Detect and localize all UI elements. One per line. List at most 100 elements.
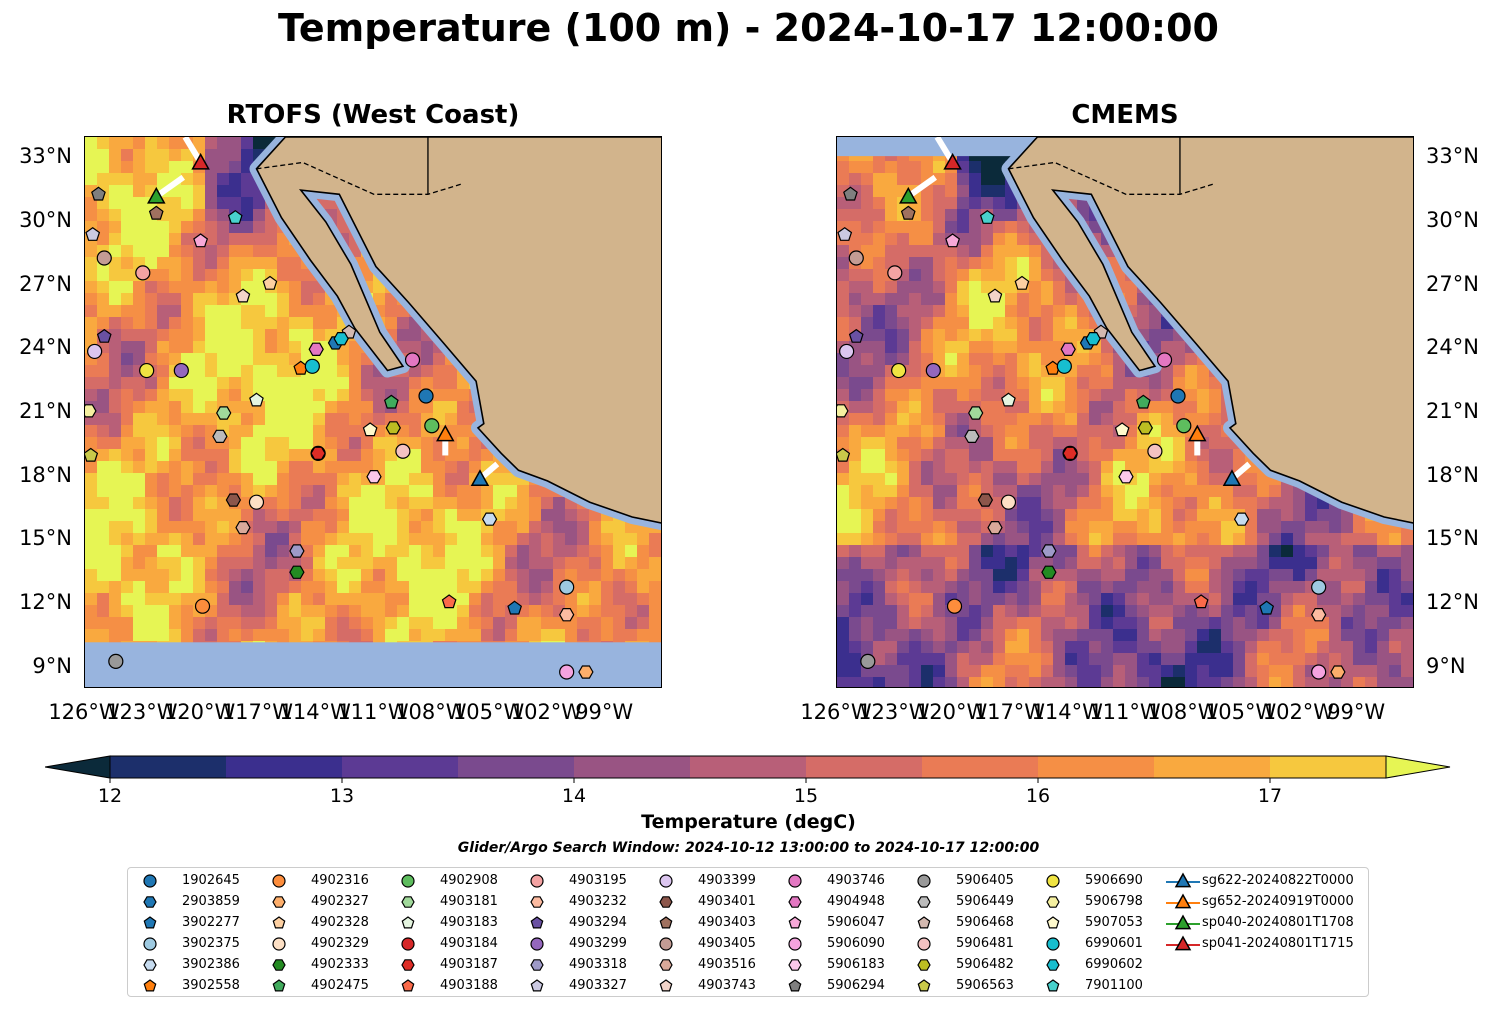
- legend-hexagon-icon: [272, 959, 286, 971]
- float-marker-4903327: [837, 226, 853, 241]
- legend-pentagon-icon: [659, 979, 673, 992]
- y-tick-label: 15°N: [1426, 526, 1479, 551]
- float-marker-4903318: [289, 544, 305, 558]
- legend-pentagon-icon: [788, 916, 802, 929]
- glider-track-sp040-20240801T1708: [154, 174, 185, 199]
- land-mexico: [1007, 137, 1413, 524]
- y-tick-label: 15°N: [19, 526, 72, 551]
- float-marker-5906690: [891, 362, 907, 379]
- colorbar-segment: [1154, 756, 1271, 778]
- float-marker-4902316: [194, 598, 211, 614]
- colorbar-segment: [458, 756, 575, 778]
- colorbar-segment: [922, 756, 1039, 778]
- float-marker-4903294: [96, 328, 112, 343]
- legend-circle-icon: [401, 874, 415, 888]
- map-rtofs: [84, 136, 662, 688]
- x-tick-label: 123°W: [106, 700, 178, 724]
- float-marker-5906481: [395, 443, 411, 459]
- legend-pentagon-icon: [401, 979, 415, 992]
- float-marker-4903181: [216, 406, 232, 420]
- float-marker-4902328: [1014, 275, 1030, 290]
- float-marker-4902333: [1041, 565, 1057, 579]
- float-marker-4902327: [578, 665, 594, 679]
- x-tick-label: 126°W: [800, 700, 872, 724]
- float-marker-5906563: [837, 447, 851, 462]
- colorbar-tick-label: 12: [98, 785, 122, 807]
- float-marker-4902327: [1330, 665, 1346, 679]
- float-marker-4902328: [262, 275, 278, 290]
- float-marker-6990602: [333, 332, 349, 346]
- legend-pentagon-icon: [530, 979, 544, 992]
- x-tick-label: 123°W: [858, 700, 930, 724]
- float-marker-5906482: [1137, 421, 1153, 435]
- float-marker-4902908: [424, 418, 440, 434]
- float-marker-4903746: [404, 352, 421, 368]
- float-marker-4904948: [1060, 342, 1076, 356]
- legend-hexagon-icon: [530, 959, 544, 971]
- float-marker-4903743: [235, 288, 251, 303]
- y-tick-label: 21°N: [1426, 399, 1479, 423]
- float-marker-5906449: [964, 429, 980, 443]
- x-tick-label: 117°W: [221, 700, 294, 724]
- float-marker-4903401: [225, 493, 242, 507]
- float-marker-1902645: [418, 388, 434, 404]
- float-marker-4903401: [977, 493, 994, 507]
- float-marker-1902645: [1170, 388, 1186, 404]
- float-marker-4903188: [441, 594, 457, 609]
- legend-circle-icon: [788, 874, 802, 888]
- legend-circle-icon: [272, 874, 286, 888]
- float-marker-5906090: [1311, 664, 1327, 680]
- float-marker-3902386: [481, 512, 498, 526]
- y-tick-label: 30°N: [19, 207, 72, 232]
- float-marker-4902908: [1176, 418, 1192, 434]
- legend-hexagon-icon: [788, 896, 802, 908]
- y-tick-label: 24°N: [1426, 335, 1479, 360]
- x-tick-label: 114°W: [279, 700, 351, 724]
- float-marker-4903188: [1193, 594, 1209, 609]
- float-marker-4903318: [1041, 544, 1057, 558]
- float-marker-4903746: [1156, 352, 1173, 368]
- glider-marker-sg652-20240919T0000: [436, 424, 455, 442]
- legend-pentagon-icon: [1046, 979, 1060, 992]
- map-cmems: [836, 136, 1414, 688]
- border-line: [256, 161, 463, 195]
- no-data-region: [85, 642, 661, 687]
- legend-circle-icon: [530, 874, 544, 888]
- float-marker-4903232: [559, 608, 575, 622]
- colorbar-segment: [574, 756, 691, 778]
- colorbar: 12 13 14 15 16 17: [44, 755, 1451, 819]
- legend-pentagon-icon: [143, 979, 157, 992]
- legend-pentagon-icon: [143, 916, 157, 929]
- float-marker-4902316: [946, 598, 963, 614]
- x-tick-label: 120°W: [915, 700, 988, 724]
- colorbar-tick-label: 13: [330, 785, 354, 807]
- float-marker-5906481: [1147, 443, 1163, 459]
- legend-pentagon-icon: [272, 979, 286, 992]
- legend-hexagon-icon: [917, 896, 931, 908]
- glider-marker-sp040-20240801T1708: [147, 186, 166, 204]
- float-marker-4903195: [887, 265, 903, 281]
- legend-hexagon-icon: [143, 896, 157, 908]
- legend-hexagon-icon: [1046, 959, 1060, 971]
- float-marker-4902329: [1000, 494, 1017, 510]
- x-tick-label: 126°W: [48, 700, 120, 724]
- legend-glider-icon: [1174, 935, 1192, 951]
- legend-hexagon-icon: [530, 896, 544, 908]
- float-marker-4902329: [248, 494, 265, 510]
- search-window-note: Glider/Argo Search Window: 2024-10-12 13…: [457, 840, 1040, 856]
- colorbar-tick-label: 14: [562, 785, 586, 807]
- legend-pentagon-icon: [917, 979, 931, 992]
- legend-pentagon-icon: [272, 916, 286, 929]
- float-marker-3902277: [507, 600, 523, 615]
- colorbar-segment: [690, 756, 807, 778]
- legend-circle-icon: [659, 874, 673, 888]
- legend-circle-icon: [530, 937, 544, 951]
- float-marker-3902386: [1233, 512, 1250, 526]
- float-marker-5907053: [1114, 422, 1130, 437]
- float-marker-4903294: [848, 328, 864, 343]
- legend-glider-icon: [1174, 893, 1192, 909]
- legend-circle-icon: [788, 937, 802, 951]
- legend-pentagon-icon: [401, 916, 415, 929]
- float-marker-4902333: [289, 565, 305, 579]
- legend-circle-icon: [917, 937, 931, 951]
